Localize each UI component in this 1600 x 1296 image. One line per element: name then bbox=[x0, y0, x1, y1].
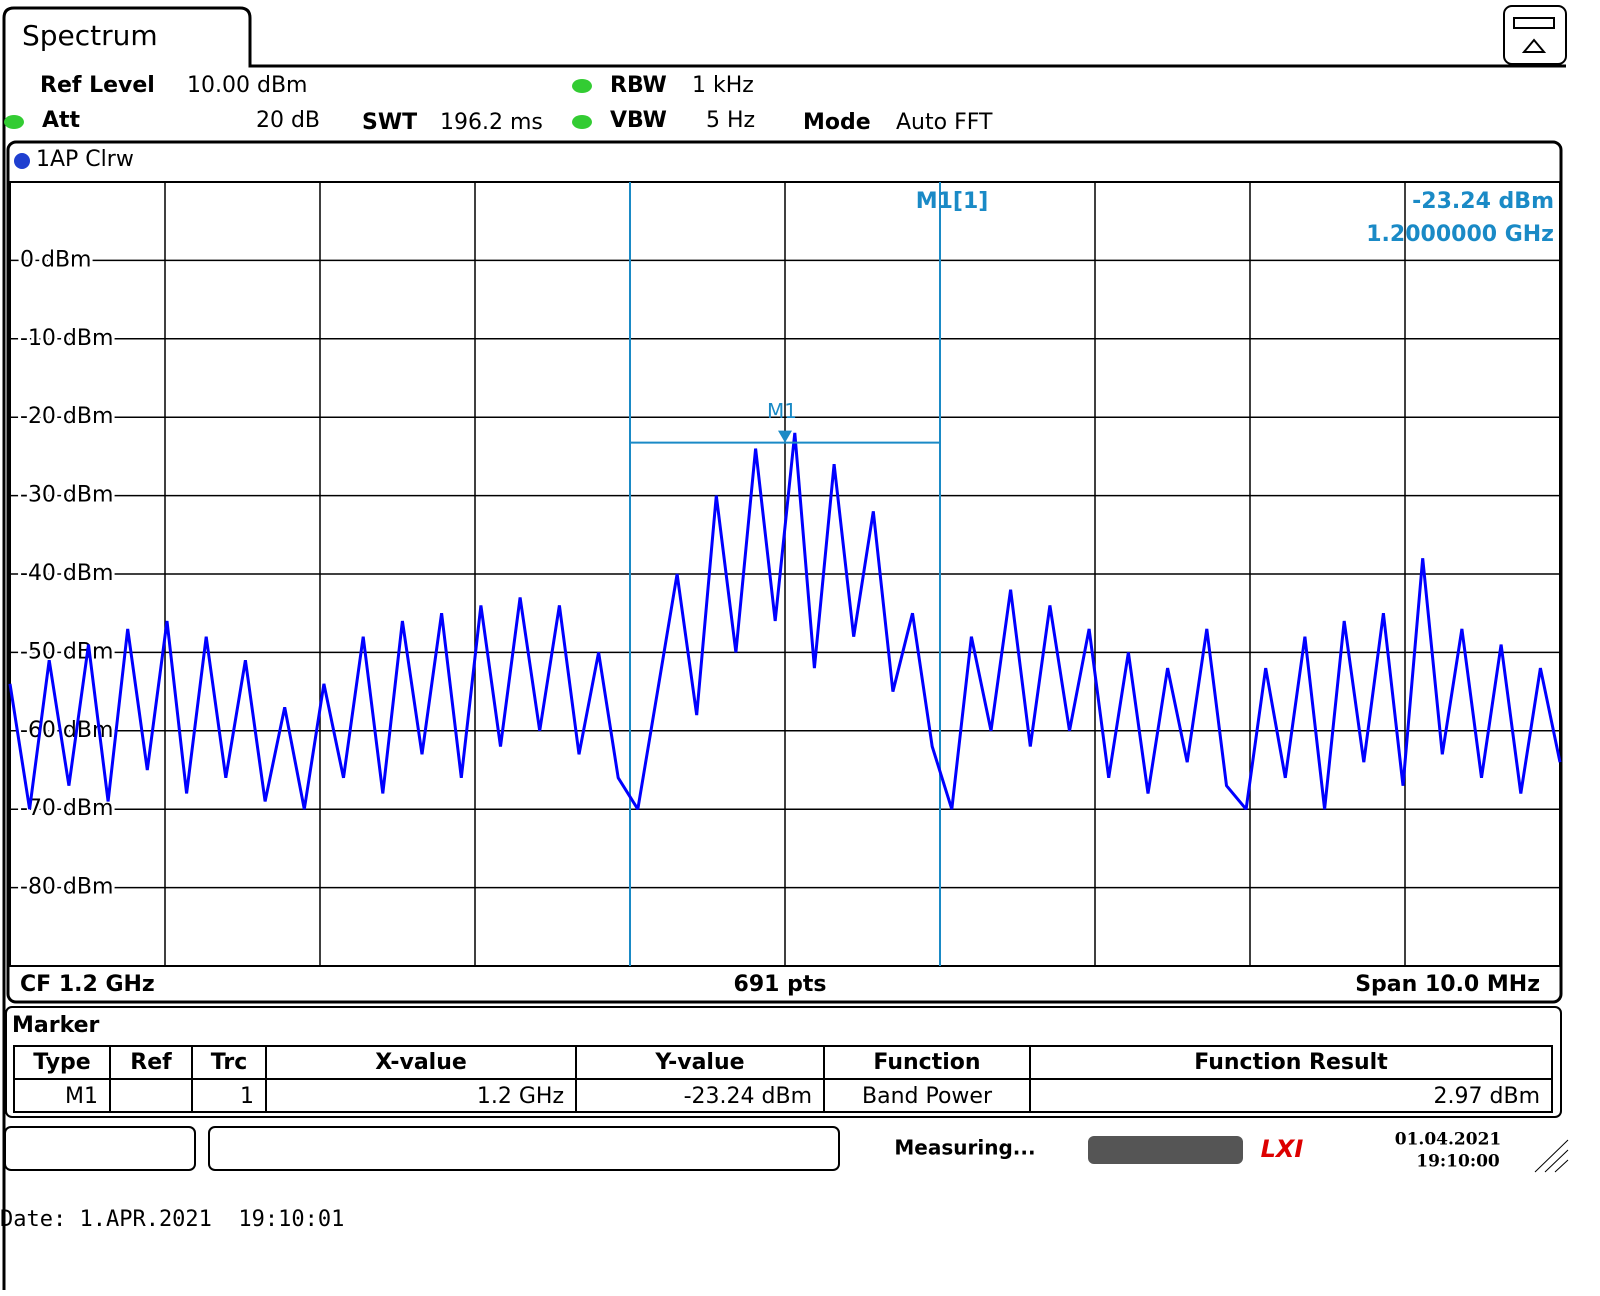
column-header: Function bbox=[873, 1050, 980, 1075]
column-header: Y-value bbox=[654, 1050, 744, 1075]
marker-readout-value: -23.24 dBm bbox=[1412, 189, 1554, 214]
label: RBW bbox=[610, 73, 667, 98]
column-header: Ref bbox=[130, 1050, 172, 1075]
label: SWT bbox=[362, 110, 417, 135]
status-message: Measuring... bbox=[894, 1136, 1035, 1160]
icon bbox=[1513, 17, 1555, 29]
table-cell: 1.2 GHz bbox=[477, 1084, 564, 1109]
value: 20 dB bbox=[256, 108, 320, 133]
softkey[interactable] bbox=[4, 1126, 196, 1171]
status-led bbox=[572, 115, 592, 129]
y-tick-label: -50 dBm bbox=[20, 639, 113, 664]
value: 5 Hz bbox=[706, 108, 755, 133]
marker-readout-freq: 1.2000000 GHz bbox=[1366, 222, 1554, 247]
footer-left: CF 1.2 GHz bbox=[20, 972, 155, 997]
progress-bar bbox=[1088, 1136, 1243, 1164]
table-cell: 2.97 dBm bbox=[1434, 1084, 1540, 1109]
toolbar-button[interactable] bbox=[1503, 5, 1567, 65]
marker-readout-title: M1[1] bbox=[916, 189, 989, 214]
y-tick-label: -80 dBm bbox=[20, 875, 113, 900]
status-led bbox=[4, 115, 24, 129]
footer-center: 691 pts bbox=[734, 972, 827, 997]
label: Ref Level bbox=[40, 73, 155, 98]
label: Att bbox=[42, 108, 81, 133]
table-cell: 1 bbox=[240, 1084, 254, 1109]
trace-icon bbox=[14, 153, 30, 169]
footnote: Date: 1.APR.2021 19:10:01 bbox=[0, 1207, 344, 1232]
legend-entry: 1AP Clrw bbox=[36, 147, 134, 172]
lxi-logo: LXI bbox=[1261, 1135, 1304, 1163]
marker-panel bbox=[5, 1006, 1562, 1118]
table-cell: -23.24 dBm bbox=[684, 1084, 812, 1109]
column-header: X-value bbox=[375, 1050, 467, 1075]
y-tick-label: -30 dBm bbox=[20, 483, 113, 508]
tab-frame bbox=[2, 6, 1566, 1290]
panel-title: Marker bbox=[12, 1013, 100, 1038]
marker bbox=[778, 430, 792, 443]
grip bbox=[1534, 1139, 1569, 1173]
status-field bbox=[208, 1126, 840, 1171]
table-cell: M1 bbox=[65, 1084, 98, 1109]
y-tick-label: -20 dBm bbox=[20, 404, 113, 429]
y-tick-label: 0 dBm bbox=[20, 247, 91, 272]
column-header: Function Result bbox=[1194, 1050, 1388, 1075]
value: 10.00 dBm bbox=[187, 73, 307, 98]
time: 19:10:00 bbox=[1416, 1152, 1500, 1172]
table-cell: Band Power bbox=[862, 1084, 993, 1109]
footer-right: Span 10.0 MHz bbox=[1355, 972, 1540, 997]
column-header: Trc bbox=[211, 1050, 247, 1075]
marker-label: M1 bbox=[767, 399, 797, 423]
status-led bbox=[572, 79, 592, 93]
value: 196.2 ms bbox=[440, 110, 543, 135]
label: Mode bbox=[803, 110, 871, 135]
y-tick-label: -40 dBm bbox=[20, 561, 113, 586]
value: Auto FFT bbox=[896, 110, 993, 135]
column-header: Type bbox=[33, 1050, 90, 1075]
value: 1 kHz bbox=[692, 73, 754, 98]
tab-title: Spectrum bbox=[22, 19, 158, 52]
icon bbox=[1521, 38, 1547, 53]
label: VBW bbox=[610, 108, 667, 133]
y-tick-label: -10 dBm bbox=[20, 326, 113, 351]
trace bbox=[8, 432, 1562, 811]
date: 01.04.2021 bbox=[1395, 1130, 1501, 1150]
y-tick-label: -70 dBm bbox=[20, 796, 113, 821]
